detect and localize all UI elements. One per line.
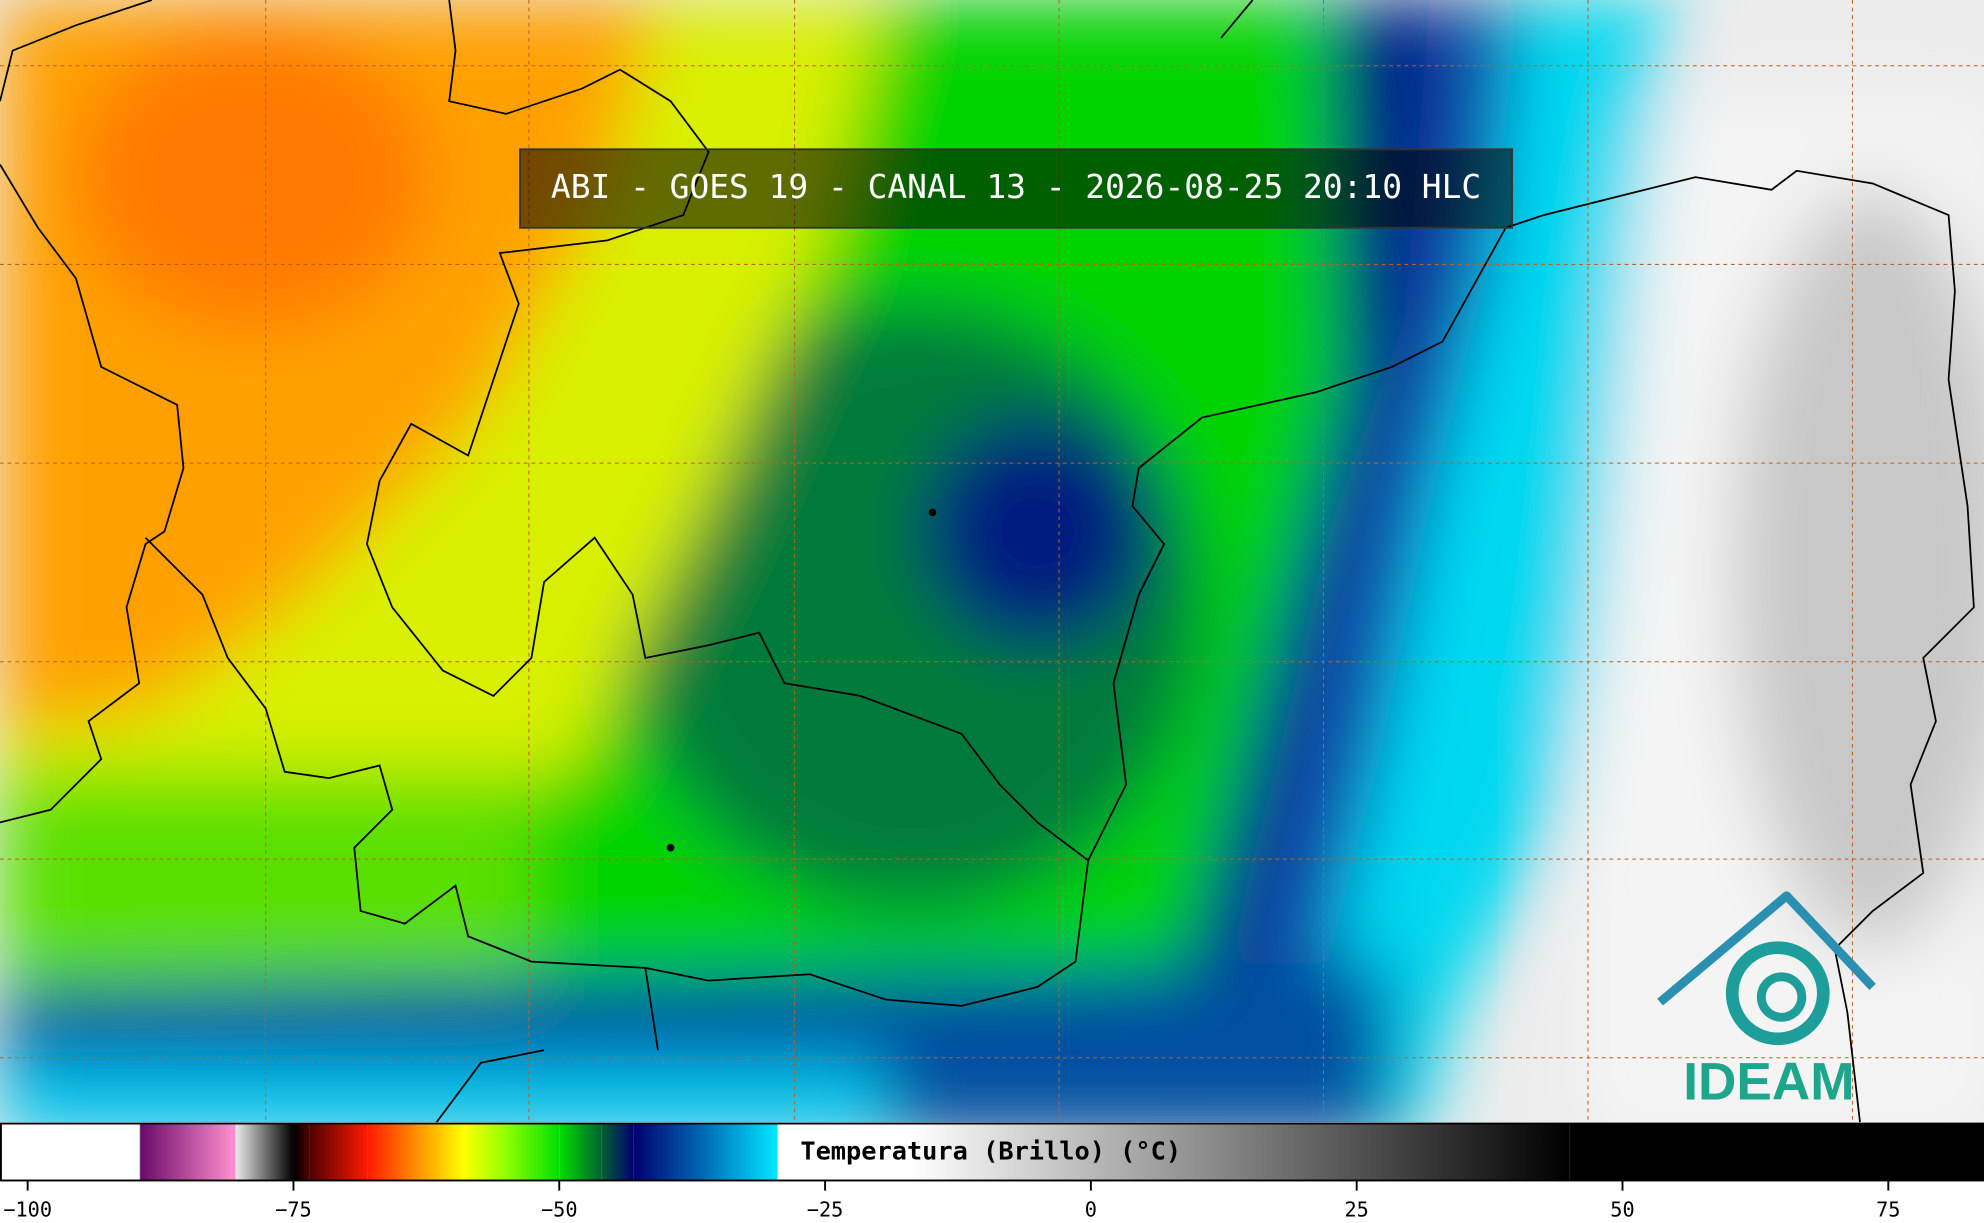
tick-label: 0 <box>1085 1197 1097 1221</box>
colorbar-segment <box>293 1123 310 1181</box>
colorbar-segment <box>910 1123 1570 1181</box>
tick-label: −50 <box>541 1197 578 1221</box>
colorbar-segment <box>140 1123 235 1181</box>
tick-label: −25 <box>807 1197 844 1221</box>
colorbar-segment <box>1569 1123 1984 1181</box>
tick-label: 25 <box>1345 1197 1369 1221</box>
logo-swirl <box>1725 941 1830 1046</box>
colorbar <box>0 1123 1984 1181</box>
colorbar-segment <box>778 1123 911 1181</box>
logo-swirl <box>1756 972 1807 1022</box>
colorbar-segment <box>309 1123 368 1181</box>
tick-label: −75 <box>275 1197 312 1221</box>
title: ABI - GOES 19 - CANAL 13 - 2026-08-25 20… <box>551 167 1481 206</box>
tick-label: 75 <box>1876 1197 1900 1221</box>
colorbar-label: Temperatura (Brillo) (°C) <box>800 1137 1181 1166</box>
colorbar-segment <box>601 1123 634 1181</box>
tick-label: −100 <box>3 1197 52 1221</box>
colorbar-segment <box>559 1123 602 1181</box>
colorbar-segment <box>506 1123 560 1181</box>
colorbar-frame <box>0 1122 1984 1182</box>
colorbar-segment <box>139 1123 141 1181</box>
colorbar-segment <box>777 1123 779 1181</box>
title-box: ABI - GOES 19 - CANAL 13 - 2026-08-25 20… <box>519 148 1513 229</box>
colorbar-segment <box>697 1123 778 1181</box>
city-marker <box>928 508 937 517</box>
title-background <box>519 148 1513 229</box>
colorbar-segment <box>367 1123 422 1181</box>
logo: IDEAM <box>1657 891 1876 1112</box>
colorbar-segment <box>0 1123 140 1181</box>
colorbar-segment <box>234 1123 237 1181</box>
colorbar-segment <box>421 1123 464 1181</box>
city-marker <box>666 843 675 852</box>
colorbar-segment <box>463 1123 507 1181</box>
logo-roof <box>1657 891 1876 1006</box>
colorbar-segment <box>236 1123 294 1181</box>
logo-text: IDEAM <box>1683 1053 1854 1112</box>
colorbar-segment <box>633 1123 698 1181</box>
borders <box>0 0 1975 1123</box>
tick-label: 50 <box>1610 1197 1634 1221</box>
